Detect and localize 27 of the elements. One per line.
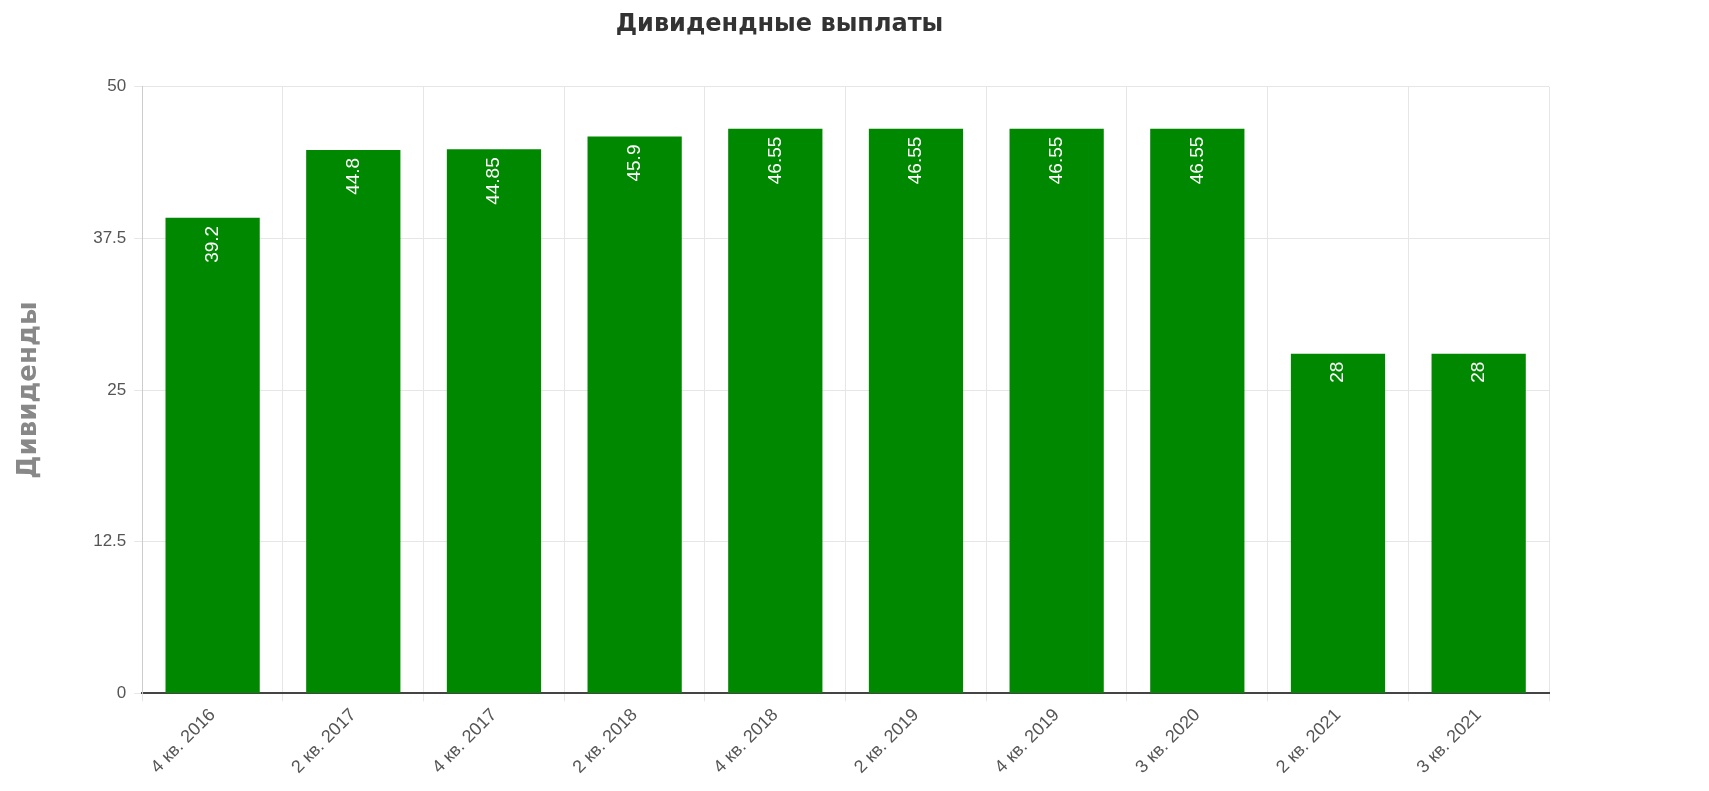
data-label: 28	[1326, 361, 1348, 383]
data-label: 45.9	[622, 144, 644, 182]
data-label: 28	[1466, 361, 1488, 383]
bar	[728, 128, 823, 693]
data-label: 46.55	[1044, 136, 1066, 185]
bar	[587, 136, 682, 693]
data-label: 44.8	[341, 157, 363, 195]
data-label: 46.55	[763, 136, 785, 185]
bar	[1290, 353, 1386, 693]
data-label: 44.85	[482, 157, 504, 205]
chart-title: Дивидендные выплаты	[615, 8, 944, 37]
data-label: 46.55	[904, 136, 926, 185]
y-tick-label: 25	[107, 379, 127, 399]
y-tick-label: 50	[107, 76, 127, 96]
y-tick-label: 37.5	[93, 228, 127, 248]
bar	[868, 128, 964, 693]
data-label: 39.2	[200, 225, 222, 263]
bar	[1009, 128, 1104, 693]
bar	[1431, 353, 1526, 693]
y-axis-title: Дивиденды	[12, 301, 43, 479]
bar	[306, 149, 401, 693]
bar	[1150, 128, 1245, 693]
bar	[446, 149, 542, 693]
y-tick-label: 12.5	[93, 531, 127, 551]
y-tick-label: 0	[116, 683, 127, 703]
bar	[165, 217, 260, 693]
data-label: 46.55	[1185, 136, 1207, 185]
